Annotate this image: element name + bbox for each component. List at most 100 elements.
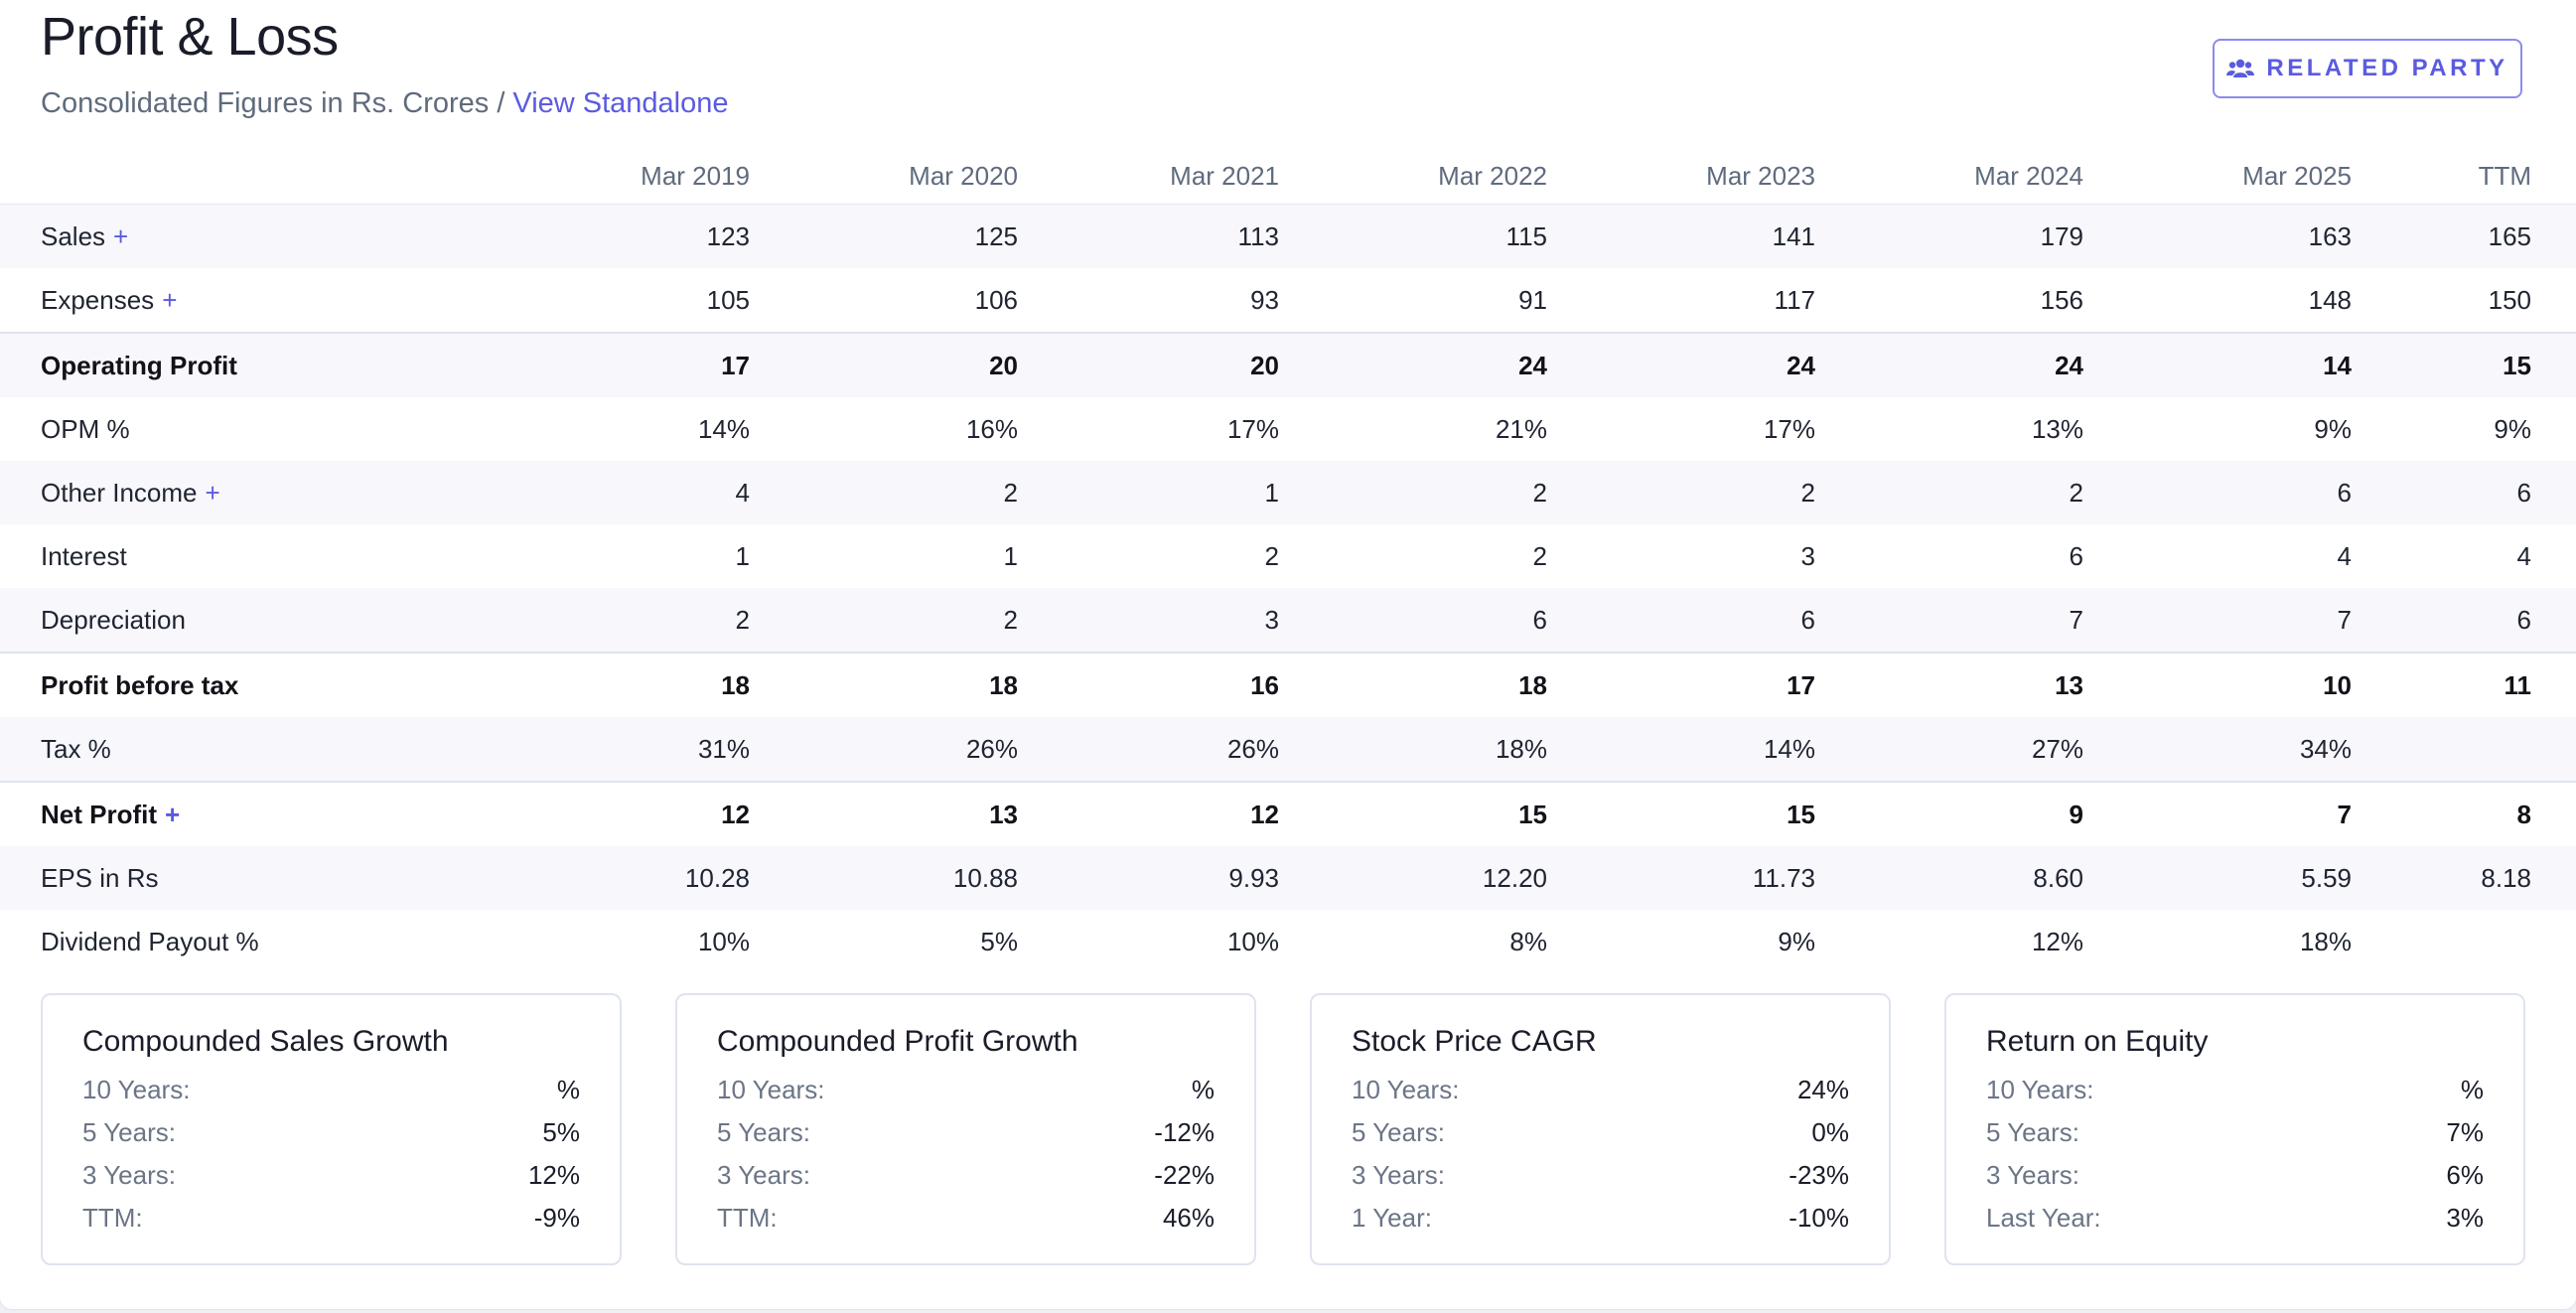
range-card-title: Stock Price CAGR: [1352, 1025, 1597, 1058]
row-label: Tax %: [0, 717, 482, 782]
range-period-label: 3 Years:: [717, 1160, 810, 1190]
value-cell: 1: [1018, 461, 1279, 524]
ranges-tables: Compounded Sales Growth 10 Years:% 5 Years…: [41, 993, 2525, 1265]
row-tax: Tax % 31% 26% 26% 18% 14% 27% 34%: [0, 717, 2576, 782]
range-period-label: 5 Years:: [82, 1117, 176, 1147]
value-cell: 8: [2352, 781, 2576, 846]
value-cell: 13%: [2031, 413, 2083, 444]
related-party-button[interactable]: RELATED PARTY: [2213, 39, 2522, 98]
range-row: TTM: -9%: [82, 1197, 580, 1240]
value-cell: 10.28: [482, 846, 750, 910]
range-row: 5 Years: -12%: [717, 1111, 1215, 1154]
range-row: 10 Years:%: [1986, 1069, 2484, 1111]
row-sales[interactable]: Sales +123 125 113 115 141 179 163 165: [0, 204, 2576, 268]
value-cell: 11: [2352, 652, 2576, 717]
row-label-text: Dividend Payout %: [41, 926, 259, 956]
value-cell: 1: [735, 540, 750, 571]
value-cell: 24: [1815, 332, 2083, 397]
value-cell: 9%: [2314, 413, 2352, 444]
range-period-label: 3 Years:: [1986, 1160, 2079, 1190]
row-other-income[interactable]: Other Income +4 2 1 2 2 2 6 6: [0, 461, 2576, 524]
view-standalone-link[interactable]: View Standalone: [512, 87, 729, 119]
value-cell: 6: [1279, 588, 1547, 653]
value-cell: 21%: [1495, 413, 1547, 444]
expand-plus-icon[interactable]: +: [205, 477, 220, 508]
value-cell: 14: [2083, 332, 2352, 397]
row-label[interactable]: Net Profit +: [0, 781, 482, 846]
row-label-text: OPM %: [41, 413, 130, 444]
range-row: 5 Years: 5%: [82, 1111, 580, 1154]
value-cell: 6: [2083, 461, 2352, 524]
value-cell: 10.88: [750, 846, 1018, 910]
column-header: Mar 2019: [641, 161, 750, 191]
value-cell: 2: [1279, 461, 1547, 524]
row-dividend-payout: Dividend Payout % 10% 5% 10% 8% 9% 12% 18%: [0, 910, 2576, 973]
expand-plus-icon[interactable]: +: [165, 799, 181, 829]
value-cell: 93: [1250, 284, 1279, 315]
expand-plus-icon[interactable]: +: [113, 220, 129, 251]
row-label-text: EPS in Rs: [41, 862, 159, 893]
table-header-row: Mar 2019 Mar 2020 Mar 2021 Mar 2022 Mar …: [0, 149, 2576, 205]
stock-price-cagr-card: Stock Price CAGR 10 Years: 24% 5 Years: 0% 3 …: [1310, 993, 1891, 1265]
value-cell: 9: [1815, 781, 2083, 846]
row-label: Interest: [0, 524, 482, 588]
range-value: -12%: [1154, 1117, 1215, 1147]
value-cell: 16: [1018, 652, 1279, 717]
value-cell: 12.20: [1279, 846, 1547, 910]
row-expenses[interactable]: Expenses +105 106 93 91 117 156 148 150: [0, 268, 2576, 333]
value-cell: 10%: [1226, 926, 1279, 956]
row-label[interactable]: Sales +: [0, 204, 482, 268]
value-cell: 179: [1815, 204, 2083, 268]
range-period-label: 10 Years:: [82, 1075, 191, 1104]
range-period-label: 5 Years:: [717, 1117, 810, 1147]
row-label-text: Operating Profit: [41, 350, 237, 380]
row-net-profit[interactable]: Net Profit +12 13 12 15 15 9 7 8: [0, 781, 2576, 846]
row-label-text: Net Profit: [41, 799, 157, 829]
value-cell: 6: [2069, 540, 2083, 571]
subtitle-separator: /: [497, 87, 505, 119]
value-cell: 115: [1279, 204, 1547, 268]
subtitle: Consolidated Figures in Rs. Crores / View …: [41, 87, 729, 120]
value-cell: 9.93: [1018, 846, 1279, 910]
row-label[interactable]: Expenses +: [0, 268, 482, 333]
value-cell: 34%: [2083, 717, 2352, 782]
value-cell: 13: [1815, 652, 2083, 717]
value-cell: 91: [1518, 284, 1547, 315]
value-cell: 6: [2352, 588, 2576, 653]
value-cell: 6: [1547, 588, 1815, 653]
range-value: -23%: [1789, 1160, 1849, 1190]
range-row: 10 Years:%: [82, 1069, 580, 1111]
column-header: Mar 2021: [1170, 161, 1279, 191]
value-cell: 141: [1547, 204, 1815, 268]
row-label-text: Sales: [41, 220, 106, 251]
row-interest: Interest 1 1 2 2 3 6 4 4: [0, 524, 2576, 588]
value-cell: 156: [2040, 284, 2083, 315]
range-value: 46%: [1162, 1203, 1215, 1233]
range-value: 3%: [2446, 1203, 2484, 1233]
range-row: 5 Years: 7%: [1986, 1111, 2484, 1154]
range-row: 3 Years: 6%: [1986, 1154, 2484, 1197]
value-cell: 5.59: [2083, 846, 2352, 910]
value-cell: 7: [2083, 588, 2352, 653]
row-opm: OPM % 14% 16% 17% 21% 17% 13% 9% 9%: [0, 397, 2576, 461]
row-label[interactable]: Other Income +: [0, 461, 482, 524]
range-value: 7%: [2446, 1117, 2484, 1147]
value-cell: 9%: [2494, 413, 2531, 444]
value-cell: 7: [2083, 781, 2352, 846]
range-row: 1 Year: -10%: [1352, 1197, 1849, 1240]
row-label-text: Profit before tax: [41, 669, 239, 700]
range-row: 3 Years: -22%: [717, 1154, 1215, 1197]
row-label-text: Tax %: [41, 733, 111, 764]
value-cell: 18: [750, 652, 1018, 717]
value-cell: 24: [1279, 332, 1547, 397]
users-icon: [2226, 59, 2255, 77]
row-depreciation: Depreciation 2 2 3 6 6 7 7 6: [0, 588, 2576, 653]
range-row: 3 Years: -23%: [1352, 1154, 1849, 1197]
return-on-equity-card: Return on Equity 10 Years:% 5 Years: 7% 3 Ye…: [1944, 993, 2525, 1265]
expand-plus-icon[interactable]: +: [162, 284, 178, 315]
value-cell: 18: [1279, 652, 1547, 717]
range-value: 6%: [2446, 1160, 2484, 1190]
value-cell: 105: [706, 284, 750, 315]
range-period-label: Last Year:: [1986, 1203, 2101, 1233]
range-period-label: 5 Years:: [1352, 1117, 1445, 1147]
